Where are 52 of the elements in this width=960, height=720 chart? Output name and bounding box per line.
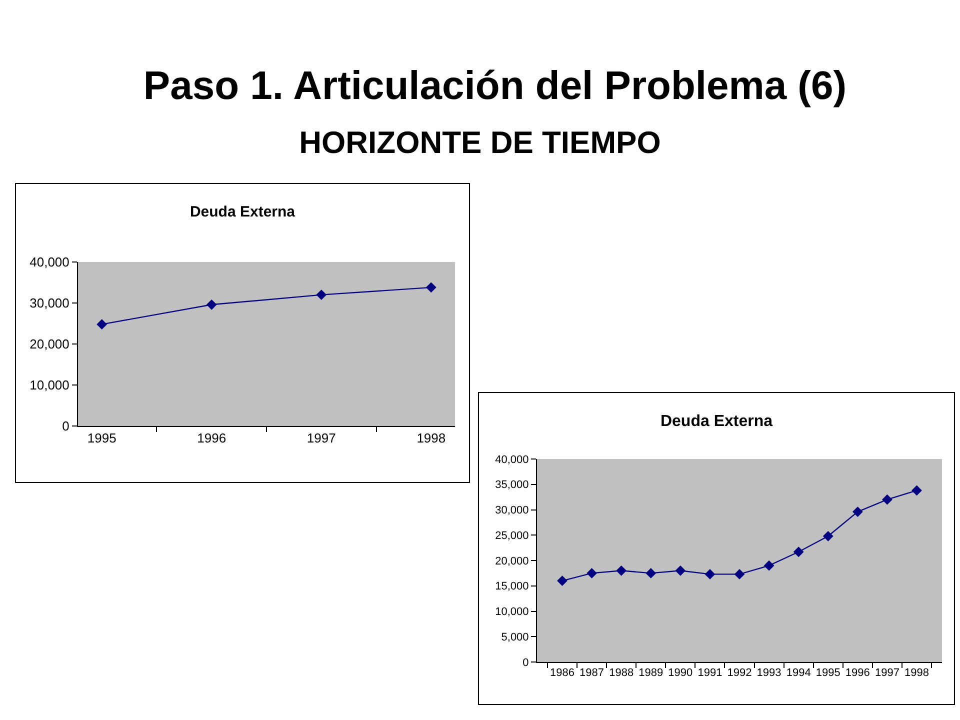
y-tick-label: 0 (522, 656, 529, 669)
x-tick-label: 1998 (904, 667, 929, 680)
y-tick-label: 10,000 (495, 606, 529, 618)
x-tick-label: 1994 (786, 667, 811, 680)
chart-title: Deuda Externa (190, 203, 296, 220)
x-tick-label: 1988 (609, 667, 634, 680)
x-tick-label: 1996 (845, 667, 870, 680)
point (586, 568, 597, 578)
text: HORIZONTE DE TIEMPO (298, 124, 662, 162)
point (316, 290, 327, 300)
point (616, 565, 627, 576)
y-tick-label: 20,000 (495, 555, 529, 568)
text: Paso 1. Articulación del Problema (6) (142, 63, 848, 110)
chart-title: Deuda Externa (660, 413, 773, 430)
x-tick-label: 1998 (416, 430, 446, 446)
point (646, 568, 656, 578)
x-tick-label: 1995 (816, 667, 840, 680)
y-tick-label: 30,000 (495, 504, 529, 517)
x-tick-label: 1995 (87, 430, 116, 446)
y-tick-label: 10,000 (30, 378, 70, 393)
point (912, 485, 922, 496)
point (852, 506, 863, 517)
y-tick-label: 5,000 (501, 631, 529, 644)
point (557, 576, 568, 586)
y-tick-label: 30,000 (30, 296, 70, 311)
y-tick-label: 20,000 (30, 336, 70, 352)
x-tick-label: 1992 (727, 667, 752, 680)
x-tick-label: 1987 (580, 667, 604, 680)
x-tick-label: 1997 (306, 430, 336, 446)
x-tick-label: 1996 (197, 430, 226, 446)
y-tick-label: 35,000 (495, 479, 529, 492)
point (675, 565, 686, 576)
x-tick-label: 1993 (756, 667, 782, 680)
y-tick-label: 15,000 (495, 580, 529, 593)
x-tick-label: 1989 (638, 667, 664, 680)
x-tick-label: 1990 (668, 667, 693, 680)
point (822, 530, 834, 542)
point (793, 546, 804, 558)
point (96, 319, 108, 330)
x-tick-label: 1991 (698, 667, 722, 680)
point (704, 569, 716, 580)
point (426, 282, 436, 293)
y-tick-label: 40,000 (30, 254, 70, 270)
y-tick-label: 40,000 (495, 454, 529, 466)
y-tick-label: 0 (62, 418, 70, 434)
x-tick-label: 1986 (550, 667, 574, 680)
point (206, 299, 217, 310)
point (764, 560, 774, 571)
point (734, 569, 745, 580)
y-tick-label: 25,000 (495, 530, 529, 542)
x-tick-label: 1997 (874, 667, 900, 680)
point (882, 494, 892, 505)
